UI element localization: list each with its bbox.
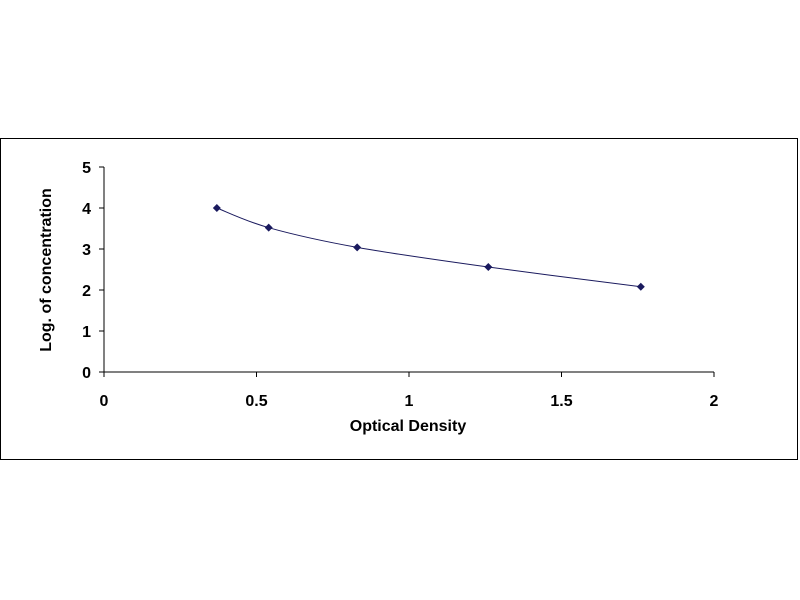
x-tick-label: 0.5 bbox=[245, 393, 267, 410]
axes: 0 1 2 3 4 5 0 0.5 1 1.5 2 bbox=[82, 160, 718, 410]
x-tick-label: 1 bbox=[405, 393, 414, 410]
y-tick-label: 2 bbox=[82, 283, 91, 300]
data-point bbox=[264, 223, 273, 232]
x-tick-label: 1.5 bbox=[550, 393, 572, 410]
y-axis-title: Log. of concentration bbox=[38, 188, 55, 352]
data-point bbox=[636, 282, 645, 291]
data-point bbox=[353, 243, 362, 252]
x-axis-title: Optical Density bbox=[350, 418, 467, 435]
x-tick-label: 2 bbox=[710, 393, 719, 410]
series-curve bbox=[216, 207, 641, 288]
y-tick-label: 3 bbox=[82, 242, 91, 259]
data-points bbox=[212, 204, 645, 291]
y-tick-label: 1 bbox=[82, 324, 91, 341]
chart-frame bbox=[0, 138, 798, 460]
trend-curve bbox=[216, 207, 641, 288]
y-tick-label: 0 bbox=[82, 365, 91, 382]
data-point bbox=[484, 263, 493, 272]
y-tick-label: 4 bbox=[82, 201, 91, 218]
x-tick-label: 0 bbox=[100, 393, 109, 410]
data-point bbox=[212, 204, 221, 212]
y-tick-label: 5 bbox=[82, 160, 91, 177]
